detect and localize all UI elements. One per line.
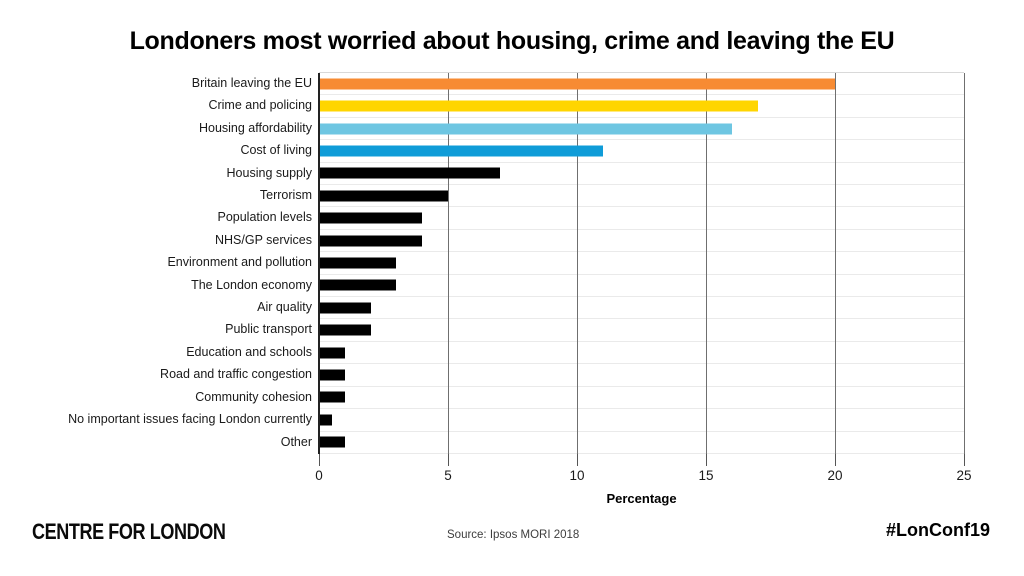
category-label: Cost of living	[240, 143, 312, 158]
bar-row	[319, 409, 964, 432]
x-axis-tick	[964, 453, 965, 466]
category-label: Terrorism	[259, 188, 312, 203]
category-label: Public transport	[225, 322, 312, 337]
bar-row	[319, 387, 964, 410]
bar	[319, 100, 758, 112]
bar-row	[319, 319, 964, 342]
category-label: Crime and policing	[208, 98, 312, 113]
bar	[319, 391, 345, 403]
x-axis-tick	[577, 453, 578, 466]
category-label: Other	[280, 434, 312, 449]
bar-row	[319, 364, 964, 387]
category-label: Education and schools	[186, 344, 312, 359]
x-axis-tick-label: 0	[315, 468, 323, 483]
y-axis-line	[318, 73, 320, 454]
x-axis-tick	[835, 453, 836, 466]
bar-row	[319, 140, 964, 163]
x-axis-tick-label: 10	[569, 468, 585, 483]
bar-row	[319, 73, 964, 96]
bar-row	[319, 297, 964, 320]
bar-row	[319, 432, 964, 454]
category-labels: Britain leaving the EU Crime and policing…	[0, 72, 312, 453]
source-note: Source: Ipsos MORI 2018	[447, 529, 580, 541]
bar-row	[319, 275, 964, 298]
chart-title: Londoners most worried about housing, cr…	[129, 27, 895, 55]
x-axis-tick	[448, 453, 449, 466]
bar	[319, 369, 345, 381]
category-label: Housing affordability	[198, 120, 312, 135]
x-axis-tick-label: 15	[698, 468, 714, 483]
gridline	[835, 73, 836, 454]
bar	[319, 302, 371, 314]
bar	[319, 347, 345, 359]
category-label: No important issues facing London curren…	[68, 412, 312, 427]
gridline	[706, 73, 707, 454]
x-axis-tick-label: 5	[444, 468, 452, 483]
x-axis-tick	[706, 453, 707, 466]
bar	[319, 145, 603, 157]
x-axis-tick-label: 25	[956, 468, 972, 483]
bar	[319, 279, 397, 291]
category-label: Population levels	[217, 210, 312, 225]
bar-row	[319, 163, 964, 186]
bar	[319, 167, 500, 179]
category-label: Housing supply	[226, 165, 312, 180]
category-label: NHS/GP services	[214, 232, 312, 247]
bar-row	[319, 252, 964, 275]
x-axis-tick-labels: 0 5 10 15 20 25	[315, 468, 971, 484]
x-axis-tick	[319, 453, 320, 466]
category-label: Community cohesion	[195, 389, 312, 404]
x-axis-ticks	[319, 453, 965, 466]
bar	[319, 324, 371, 336]
category-label: Britain leaving the EU	[191, 76, 312, 90]
gridline	[448, 73, 449, 454]
bar	[319, 235, 423, 247]
bar	[319, 190, 448, 202]
gridline	[577, 73, 578, 454]
bar	[319, 257, 397, 269]
gridline	[964, 73, 965, 454]
category-label: Air quality	[257, 300, 312, 315]
plot-area	[318, 72, 965, 454]
bar	[319, 436, 345, 448]
bar	[319, 78, 835, 90]
x-axis-title: Percentage	[606, 491, 677, 506]
bar-row	[319, 185, 964, 208]
bar-row	[319, 118, 964, 141]
bar-row	[319, 95, 964, 118]
category-label: Road and traffic congestion	[160, 367, 312, 382]
category-label: The London economy	[191, 277, 312, 292]
bar-row	[319, 230, 964, 253]
category-label: Environment and pollution	[167, 255, 312, 270]
bar	[319, 414, 332, 426]
bar	[319, 123, 732, 135]
centre-for-london-logo: CENTRE FOR LONDON	[32, 519, 226, 544]
bar-row	[319, 342, 964, 365]
bar	[319, 212, 423, 224]
bar-row	[319, 207, 964, 230]
hashtag: #LonConf19	[885, 520, 990, 540]
x-axis-tick-label: 20	[827, 468, 843, 483]
